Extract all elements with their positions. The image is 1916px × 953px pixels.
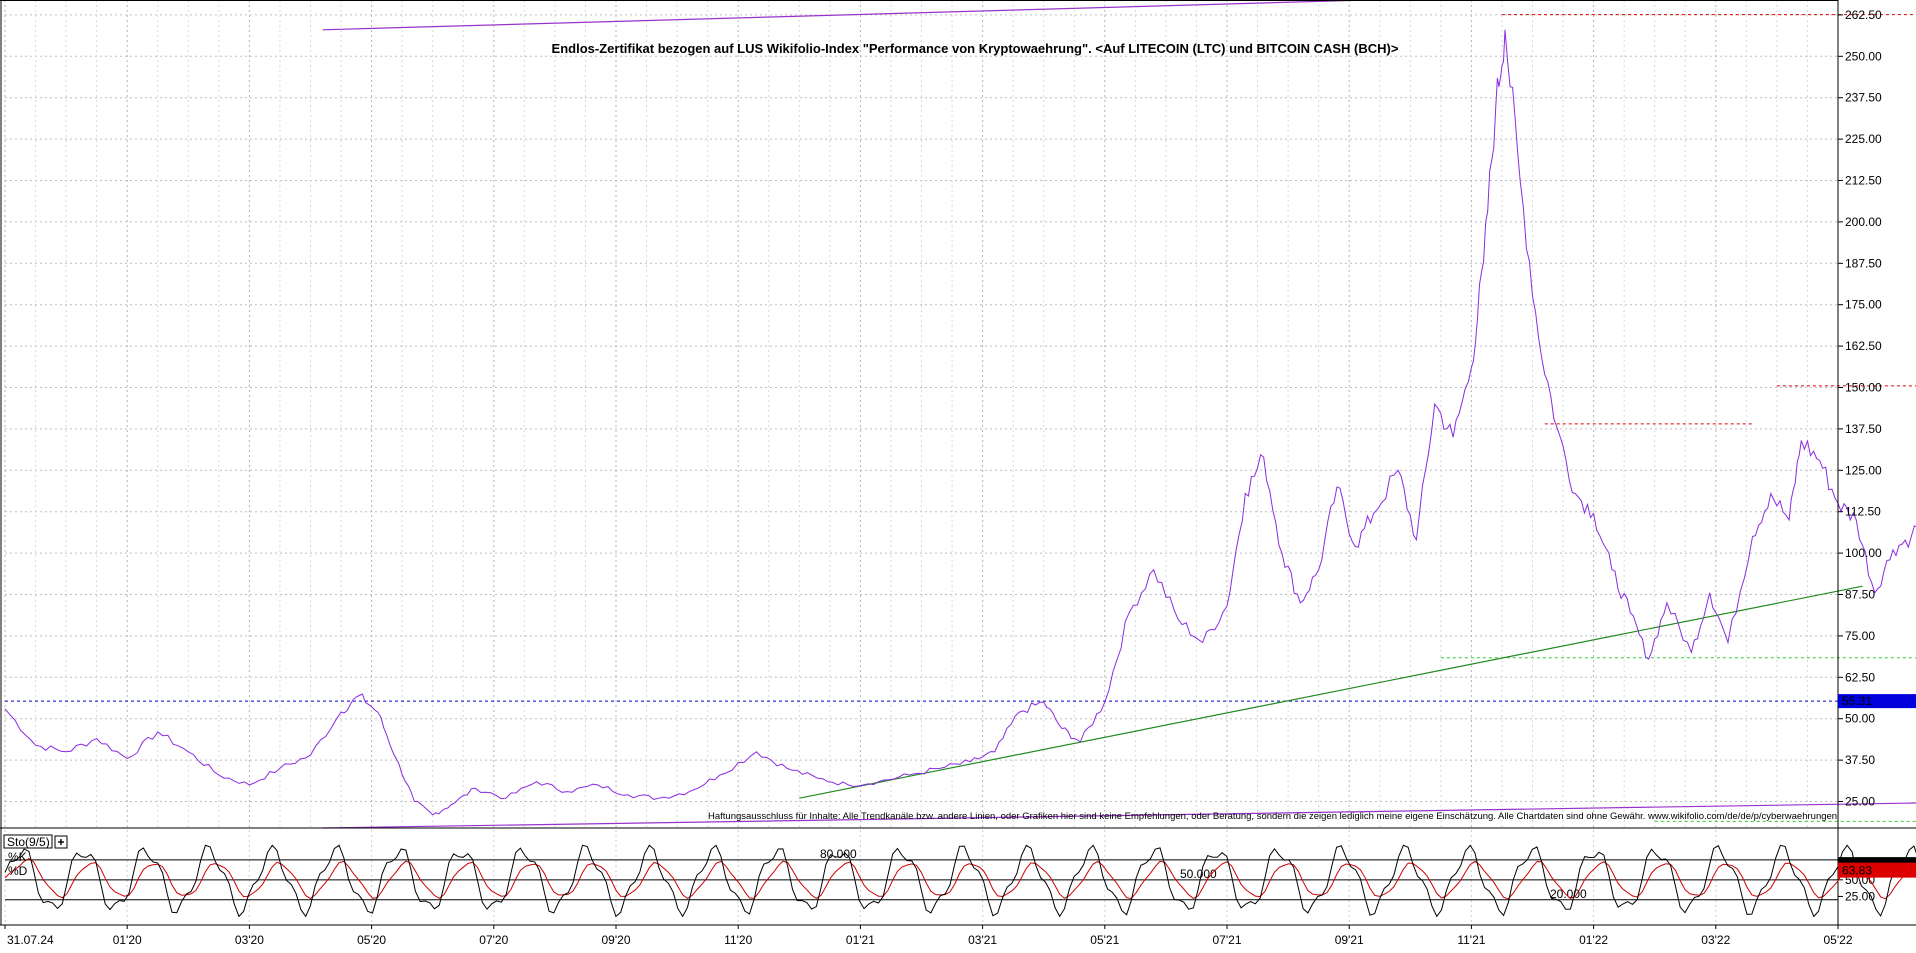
x-tick-label: 05'22: [1824, 933, 1853, 947]
d-value-tag: [1838, 862, 1916, 878]
x-tick-label: 09'21: [1335, 933, 1364, 947]
osc-level-label: 50.000: [1180, 867, 1217, 881]
last-value-tag: [1838, 694, 1916, 709]
trend-line: [799, 585, 1863, 799]
y-tick-label: 250.00: [1845, 49, 1882, 63]
y-tick-label: 187.50: [1845, 256, 1882, 270]
x-tick-label: 07'20: [479, 933, 508, 947]
x-tick-label: 11'21: [1457, 933, 1485, 947]
x-tick-label: 31.07.24: [7, 933, 54, 947]
osc-level-label: 20.000: [1550, 887, 1587, 901]
x-tick-label: 01'22: [1579, 933, 1608, 947]
stoch-k-line: [4, 844, 1916, 918]
y-tick-label: 87.50: [1845, 588, 1875, 602]
y-tick-label: 100.00: [1845, 546, 1882, 560]
y-tick-label: 237.50: [1845, 91, 1882, 105]
x-tick-label: 05'21: [1090, 933, 1119, 947]
osc-name-box: [3, 834, 53, 849]
trend-line: [322, 0, 1389, 31]
y-tick-label: 225.00: [1845, 132, 1882, 146]
y-tick-label: 125.00: [1845, 463, 1882, 477]
last-value-label: 55.31: [1842, 694, 1872, 708]
y-tick-label: 25.00: [1845, 795, 1875, 809]
x-tick-label: 07'21: [1213, 933, 1242, 947]
grid: [4, 0, 1838, 925]
disclaimer-text: Haftungsausschluss für Inhalte: Alle Tre…: [708, 811, 1837, 822]
x-tick-label: 03'21: [968, 933, 997, 947]
y-tick-label: 137.50: [1845, 422, 1882, 436]
x-tick-label: 05'20: [357, 933, 386, 947]
y-tick-label: 112.50: [1845, 505, 1881, 519]
x-tick-label: 01'21: [846, 933, 875, 947]
k-legend-label: %K: [8, 850, 27, 864]
y-tick-label: 50.00: [1845, 712, 1875, 726]
y-tick-label: 200.00: [1845, 215, 1882, 229]
y-tick-label: 37.50: [1845, 753, 1875, 767]
chart-title: Endlos-Zertifikat bezogen auf LUS Wikifo…: [552, 41, 1399, 56]
y-tick-label: 75.00: [1845, 629, 1875, 643]
osc-name: Sto(9/5): [7, 835, 50, 849]
y-tick-label: 212.50: [1845, 174, 1882, 188]
x-tick-label: 11'20: [724, 933, 752, 947]
y-tick-label: 62.50: [1845, 670, 1875, 684]
price-series-group: [4, 29, 1916, 816]
trend-line: [322, 802, 1916, 829]
y-tick-label: 162.50: [1845, 339, 1882, 353]
oscillator-panel: 80.00050.00020.00050.0025.0072.1263.83St…: [3, 834, 1916, 918]
x-tick-label: 03'22: [1701, 933, 1730, 947]
d-legend-label: %D: [8, 864, 28, 878]
y-tick-label: 262.50: [1845, 8, 1882, 22]
price-series-line: [4, 29, 1916, 816]
level-lines: [5, 14, 1916, 822]
stoch-d-line: [4, 858, 1916, 900]
osc-level-label: 80.000: [820, 847, 857, 861]
y-tick-label: 150.00: [1845, 381, 1882, 395]
d-value-label: 63.83: [1842, 864, 1872, 878]
x-tick-label: 09'20: [602, 933, 631, 947]
y-tick-label: 175.00: [1845, 298, 1882, 312]
osc-y-tick-label: 25.00: [1845, 889, 1875, 903]
trend-lines: [322, 0, 1916, 829]
x-tick-label: 01'20: [113, 933, 142, 947]
x-tick-label: 03'20: [235, 933, 264, 947]
